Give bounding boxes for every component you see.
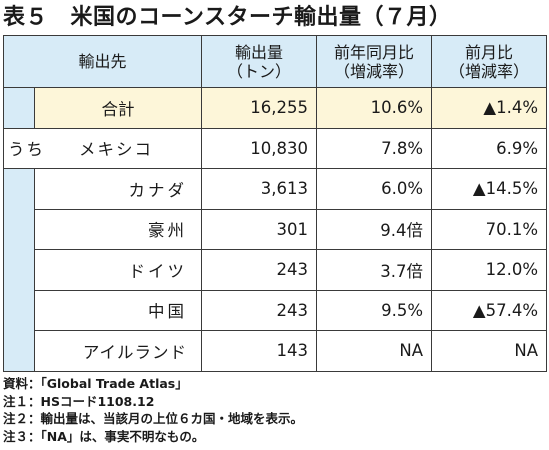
table-header-row: 輸出先 輸出量 （トン） 前年同月比 （増減率） 前月比 （増減率） xyxy=(2,35,548,88)
row-yoy: 9.5% xyxy=(316,289,433,331)
table-row-total: 合計 16,255 10.6% ▲1.4% xyxy=(3,87,548,129)
header-volume-line2: （トン） xyxy=(227,61,292,81)
table-title: 表５ 米国のコーンスターチ輸出量（７月） xyxy=(3,5,452,30)
total-label: 合計 xyxy=(33,87,203,129)
country-label: カナダ xyxy=(33,168,203,210)
note-3: 注３：「NA」は、事実不明なもの。 xyxy=(3,428,205,444)
header-volume: 輸出量 （トン） xyxy=(201,35,318,88)
table-row: カナダ 3,613 6.0% ▲14.5% xyxy=(3,168,548,210)
row-volume: 3,613 xyxy=(201,168,318,210)
total-volume: 16,255 xyxy=(201,87,318,129)
row-strip xyxy=(3,290,35,331)
row-yoy: 7.8% xyxy=(316,127,433,169)
row-mom: NA xyxy=(431,330,548,372)
row-strip xyxy=(3,209,35,250)
header-destination: 輸出先 xyxy=(2,35,203,88)
uchi-label: うち xyxy=(8,140,45,160)
table-row: ドイツ 243 3.7倍 12.0% xyxy=(3,249,548,291)
table-row: アイルランド 143 NA NA xyxy=(3,330,548,372)
row-mom: ▲57.4% xyxy=(431,289,548,331)
row-yoy: 3.7倍 xyxy=(316,249,433,291)
country-label: 豪州 xyxy=(33,208,203,250)
row-yoy: 9.4倍 xyxy=(316,208,433,250)
header-yoy-line2: （増減率） xyxy=(334,61,415,81)
note-1: 注１：HSコード1108.12 xyxy=(3,393,155,409)
header-volume-line1: 輸出量 xyxy=(235,42,284,62)
header-yoy: 前年同月比 （増減率） xyxy=(316,35,433,88)
row-volume: 243 xyxy=(201,249,318,291)
export-volume-table: 輸出先 輸出量 （トン） 前年同月比 （増減率） 前月比 （増減率） 合計 16… xyxy=(2,35,548,372)
row-mom: 6.9% xyxy=(431,127,548,169)
row-strip xyxy=(3,168,35,209)
table-row: 中国 243 9.5% ▲57.4% xyxy=(3,289,548,331)
note-source: 資料：「Global Trade Atlas」 xyxy=(3,376,188,391)
total-mom: ▲1.4% xyxy=(431,87,548,129)
note-2: 注２：輸出量は、当該月の上位６カ国・地域を表示。 xyxy=(3,411,304,426)
table-row: うち メキシコ 10,830 7.8% 6.9% xyxy=(2,127,548,169)
row-strip xyxy=(3,330,35,372)
row-volume: 10,830 xyxy=(201,127,318,169)
country-label: メキシコ xyxy=(79,140,153,160)
row-strip xyxy=(3,249,35,290)
row-yoy: 6.0% xyxy=(316,168,433,210)
header-yoy-line1: 前年同月比 xyxy=(334,42,415,62)
table-row: 豪州 301 9.4倍 70.1% xyxy=(3,208,548,250)
row-volume: 301 xyxy=(201,208,318,250)
header-mom: 前月比 （増減率） xyxy=(431,35,548,88)
row-volume: 143 xyxy=(201,330,318,372)
row-mom: 70.1% xyxy=(431,208,548,250)
row-mom: 12.0% xyxy=(431,249,548,291)
row-label-mexico: うち メキシコ xyxy=(2,127,203,169)
header-mom-line2: （増減率） xyxy=(449,61,530,81)
total-yoy: 10.6% xyxy=(316,87,433,129)
row-strip xyxy=(3,87,35,128)
country-label: 中国 xyxy=(33,289,203,331)
header-mom-line1: 前月比 xyxy=(465,42,514,62)
country-label: ドイツ xyxy=(33,249,203,291)
row-volume: 243 xyxy=(201,289,318,331)
row-yoy: NA xyxy=(316,330,433,372)
row-mom: ▲14.5% xyxy=(431,168,548,210)
country-label: アイルランド xyxy=(33,330,203,372)
table-notes: 資料：「Global Trade Atlas」 注１：HSコード1108.12 … xyxy=(3,375,303,445)
